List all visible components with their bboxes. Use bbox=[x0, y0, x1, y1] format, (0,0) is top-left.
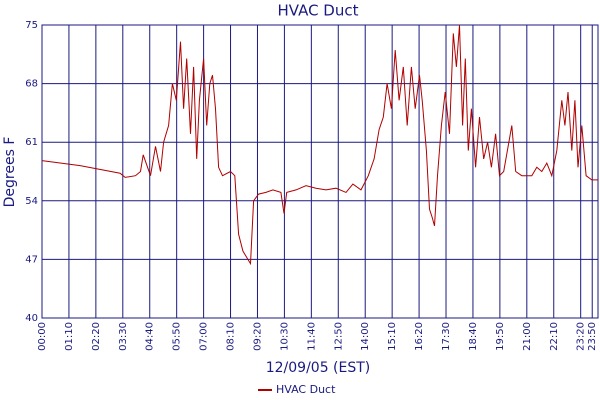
x-tick-label: 07:00 bbox=[199, 322, 210, 351]
x-tick-label: 03:30 bbox=[118, 322, 129, 351]
y-tick-label: 40 bbox=[25, 313, 38, 324]
x-tick-label: 05:50 bbox=[172, 322, 183, 351]
x-tick-label: 15:10 bbox=[387, 322, 398, 351]
x-tick-label: 11:40 bbox=[306, 322, 317, 351]
y-tick-label: 68 bbox=[25, 79, 38, 90]
x-tick-label: 21:00 bbox=[522, 322, 533, 351]
y-tick-label: 61 bbox=[25, 137, 38, 148]
x-tick-label: 09:20 bbox=[252, 322, 263, 351]
x-tick-label: 19:50 bbox=[495, 322, 506, 351]
x-tick-label: 23:20 bbox=[576, 322, 587, 351]
x-tick-label: 17:30 bbox=[441, 322, 452, 351]
plot-frame bbox=[41, 24, 599, 319]
y-tick-label: 75 bbox=[25, 20, 38, 31]
y-tick-label: 54 bbox=[25, 196, 38, 207]
x-tick-label: 12:50 bbox=[333, 322, 344, 351]
x-tick-label: 18:40 bbox=[468, 322, 479, 351]
data-line bbox=[41, 24, 598, 266]
x-tick-label: 16:20 bbox=[414, 322, 425, 351]
x-axis-label: 12/09/05 (EST) bbox=[266, 360, 371, 376]
x-tick-label: 23:50 bbox=[587, 322, 598, 351]
x-tick-label: 08:10 bbox=[226, 322, 237, 351]
x-tick-label: 02:20 bbox=[91, 322, 102, 351]
x-tick-label: 00:00 bbox=[37, 322, 48, 351]
y-axis-label: Degrees F bbox=[2, 137, 18, 208]
x-tick-label: 10:30 bbox=[279, 322, 290, 351]
x-tick-label: 04:40 bbox=[145, 322, 156, 351]
chart-title: HVAC Duct bbox=[277, 2, 358, 20]
x-tick-label: 22:10 bbox=[549, 322, 560, 351]
y-tick-label: 47 bbox=[25, 254, 38, 265]
legend-label: HVAC Duct bbox=[276, 383, 336, 396]
x-tick-label: 01:10 bbox=[64, 322, 75, 351]
x-tick-label: 14:00 bbox=[360, 322, 371, 351]
